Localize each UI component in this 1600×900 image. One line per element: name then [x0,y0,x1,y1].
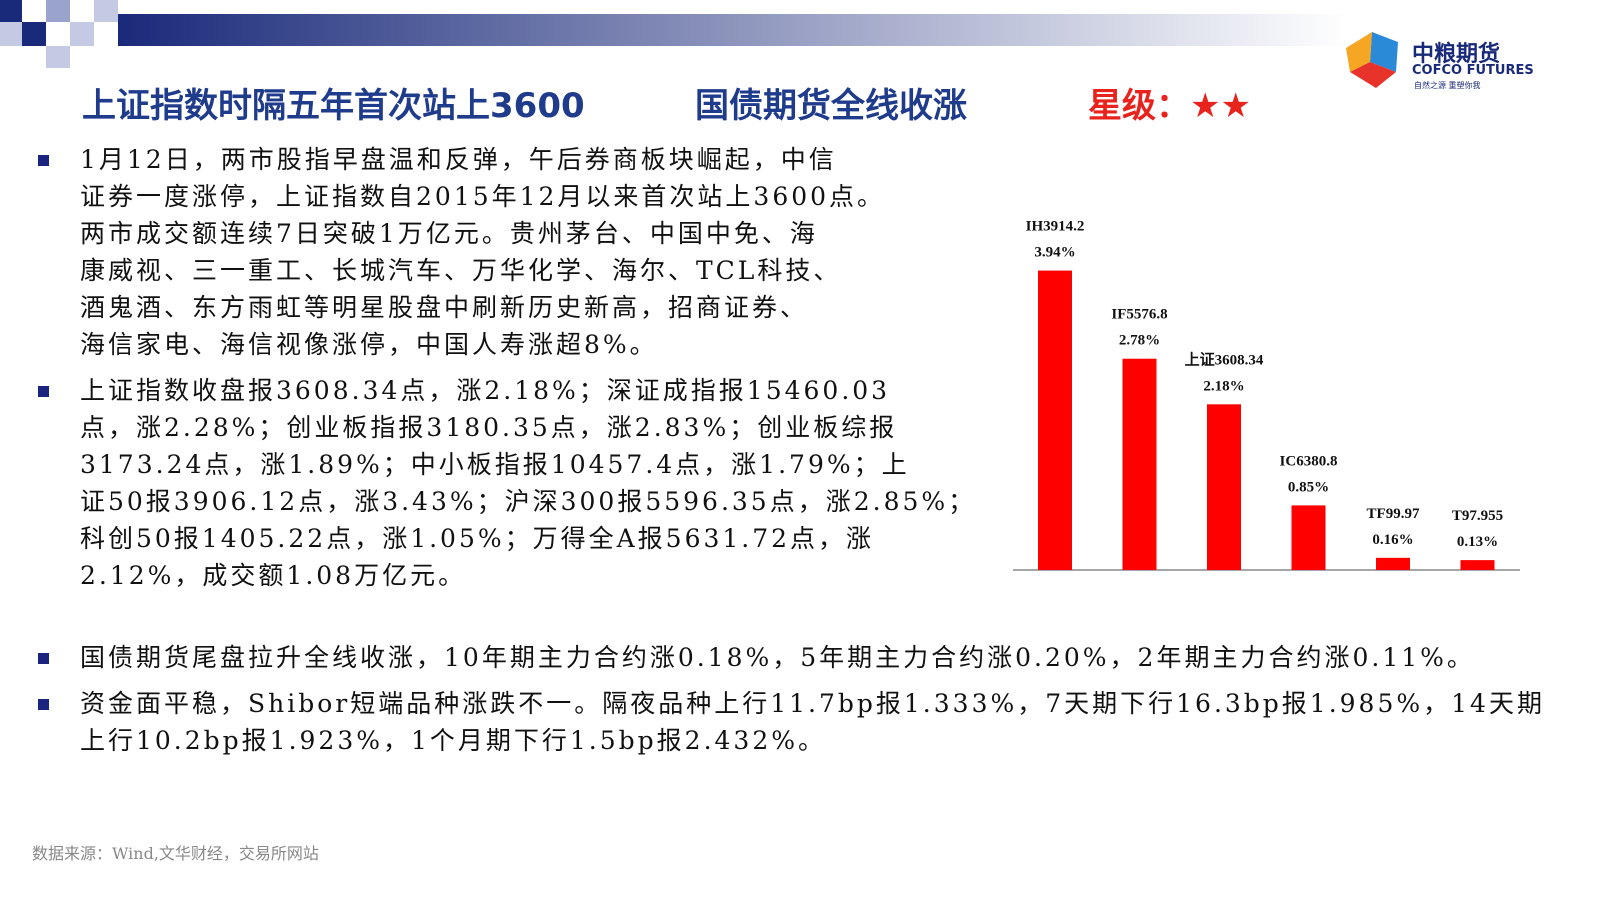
category-label: IH3914.2 [1026,219,1085,235]
category-label: T97.955 [1452,508,1503,524]
bar [1376,557,1410,570]
bullet-line: 科创50报1405.22点，涨1.05%；万得全A报5631.72点，涨 [80,524,875,553]
bullet-line: 酒鬼酒、东方雨虹等明星股盘中刷新历史新高，招商证券、 [80,293,809,322]
value-label: 0.85% [1288,479,1329,495]
category-label: TF99.97 [1367,506,1420,522]
title: 上证指数时隔五年首次站上3600 [82,86,585,126]
logo-tagline: 自然之源 重塑你我 [1414,81,1481,90]
bullet-line: 上行10.2bp报1.923%，1个月期下行1.5bp报2.432%。 [80,726,826,755]
bullet-marker [38,653,49,664]
bullet-line: 康威视、三一重工、长城汽车、万华化学、海尔、TCL科技、 [80,256,842,285]
bullet-marker [38,386,49,397]
rating: 星级：★★ [1088,86,1251,126]
title: 国债期货全线收涨 [695,86,967,126]
header-decoration [0,0,1398,88]
value-label: 2.78% [1119,333,1160,349]
bullet-line: 两市成交额连续7日突破1万亿元。贵州茅台、中国中免、海 [80,219,818,248]
value-label: 3.94% [1034,245,1075,261]
bar [1460,560,1495,570]
logo-name: 中粮期货 [1412,42,1501,67]
source: 数据来源：Wind,文华财经，交易所网站 [32,844,319,863]
value-label: 0.16% [1372,532,1413,548]
bullet-line: 国债期货尾盘拉升全线收涨，10年期主力合约涨0.18%，5年期主力合约涨0.20… [80,643,1475,672]
bullet-line: 上证指数收盘报3608.34点，涨2.18%；深证成指报15460.03 [80,376,891,405]
category-label: 上证3608.34 [1185,350,1264,368]
bullet-line: 海信家电、海信视像涨停，中国人寿涨超8%。 [80,330,658,359]
logo-english: COFCO FUTURES [1412,63,1534,78]
bar [1038,270,1072,570]
value-label: 0.13% [1457,534,1498,550]
bullet-line: 3173.24点，涨1.89%；中小板指报10457.4点，涨1.79%；上 [80,450,910,479]
bar [1122,358,1157,570]
bullet-marker [38,699,49,710]
bullet-line: 点，涨2.28%；创业板指报3180.35点，涨2.83%；创业板综报 [80,413,898,442]
bar [1207,404,1241,570]
value-label: 2.18% [1203,378,1244,394]
bullet-line: 证券一度涨停，上证指数自2015年12月以来首次站上3600点。 [80,182,886,211]
bullet-line: 2.12%，成交额1.08万亿元。 [80,561,467,590]
bullet-marker [38,155,49,166]
bullet-line: 证50报3906.12点，涨3.43%；沪深300报5596.35点，涨2.85… [80,487,977,516]
category-label: IC6380.8 [1280,453,1338,469]
bullet-line: 1月12日，两市股指早盘温和反弹，午后券商板块崛起，中信 [80,145,837,174]
category-label: IF5576.8 [1111,307,1167,323]
bar [1291,505,1326,570]
bullet-line: 资金面平稳，Shibor短端品种涨跌不一。隔夜品种上行11.7bp报1.333%… [80,689,1545,718]
